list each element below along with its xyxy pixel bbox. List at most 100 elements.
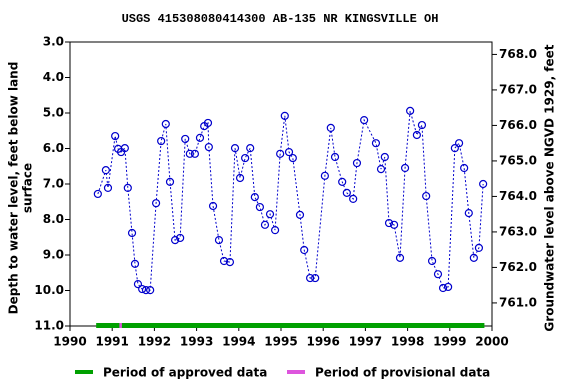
data-point (412, 130, 421, 140)
data-point (130, 259, 140, 268)
data-point (138, 284, 147, 294)
data-point (417, 120, 427, 130)
x-tick-label: 1990 (53, 335, 86, 349)
x-tick-label: 1992 (138, 335, 171, 349)
data-point (181, 134, 190, 144)
data-point (225, 258, 235, 267)
data-point (311, 273, 320, 283)
x-tick-label: 1996 (306, 335, 339, 349)
data-point (161, 119, 170, 129)
y2-tick-label: 767.0 (499, 82, 537, 96)
x-tick-label: 2000 (475, 335, 508, 349)
data-point (170, 235, 180, 245)
data-point (389, 220, 399, 229)
data-point (93, 189, 102, 199)
data-point (438, 283, 448, 293)
data-point (306, 273, 315, 283)
x-tick-label: 1995 (264, 335, 297, 349)
data-point (230, 144, 240, 153)
y2-tick-label: 764.0 (499, 189, 537, 203)
data-point (157, 136, 166, 146)
data-point (111, 131, 120, 141)
data-point (127, 228, 137, 238)
period-bar (96, 323, 485, 328)
y-axis-label: surface (21, 163, 35, 213)
data-point (320, 171, 329, 180)
data-line (97, 110, 484, 291)
data-point (255, 202, 264, 212)
y-tick-label: 5.0 (43, 106, 64, 120)
data-point (330, 152, 340, 162)
data-point (146, 286, 155, 295)
y2-tick-label: 765.0 (499, 153, 537, 167)
data-point (400, 163, 410, 173)
data-point (246, 144, 255, 153)
data-point (454, 139, 464, 148)
data-point (284, 147, 294, 157)
data-point (203, 118, 213, 128)
y-tick-label: 3.0 (43, 35, 64, 49)
data-point (219, 256, 229, 266)
data-point (342, 188, 351, 197)
data-point (300, 245, 309, 255)
data-point (360, 115, 369, 125)
y-tick-label: 4.0 (43, 70, 64, 84)
y-axis-label: Depth to water level, feet below land (7, 62, 21, 315)
data-point (326, 123, 335, 133)
data-point (395, 253, 405, 262)
y-tick-label: 8.0 (43, 212, 64, 226)
data-point (469, 253, 478, 262)
y2-tick-label: 761.0 (499, 295, 537, 309)
data-point (371, 139, 381, 148)
x-tick-label: 1991 (95, 335, 128, 349)
data-point (270, 226, 280, 235)
data-point (427, 256, 437, 266)
data-point (352, 158, 362, 168)
period-bar (119, 323, 122, 328)
y-tick-label: 10.0 (34, 283, 64, 297)
data-point (288, 153, 297, 163)
data-point (276, 149, 285, 158)
y2-tick-label: 768.0 (499, 47, 537, 61)
data-point (208, 201, 218, 211)
data-point (474, 243, 484, 252)
x-tick-label: 1998 (391, 335, 424, 349)
data-point (280, 111, 289, 120)
data-point (380, 152, 389, 162)
data-point (141, 286, 151, 295)
data-point (151, 199, 161, 208)
data-point (123, 183, 132, 193)
data-point (464, 209, 473, 218)
data-point (295, 210, 305, 219)
y-tick-label: 7.0 (43, 177, 64, 191)
y2-axis-label: Groundwater level above NGVD 1929, feet (543, 44, 557, 331)
data-point (444, 282, 453, 292)
data-point (460, 163, 469, 173)
y2-tick-label: 763.0 (499, 224, 537, 238)
y-tick-label: 11.0 (34, 319, 64, 333)
data-point (185, 149, 194, 158)
data-point (204, 142, 213, 152)
data-point (235, 173, 245, 183)
data-point (165, 177, 175, 186)
x-tick-label: 1997 (349, 335, 382, 349)
data-point (103, 183, 113, 193)
data-point (338, 177, 347, 186)
y2-tick-label: 762.0 (499, 260, 537, 274)
data-point (479, 179, 488, 189)
data-point (133, 280, 143, 289)
x-tick-label: 1993 (180, 335, 213, 349)
y2-tick-label: 766.0 (499, 118, 537, 132)
data-point (250, 193, 259, 202)
y-tick-label: 9.0 (43, 248, 64, 262)
data-point (376, 164, 386, 174)
data-point (450, 144, 459, 153)
data-point (120, 144, 129, 153)
data-point (214, 235, 224, 245)
data-point (176, 233, 185, 243)
data-point (422, 191, 431, 201)
data-point (406, 106, 415, 115)
x-tick-label: 1994 (222, 335, 255, 349)
data-point (101, 166, 110, 175)
